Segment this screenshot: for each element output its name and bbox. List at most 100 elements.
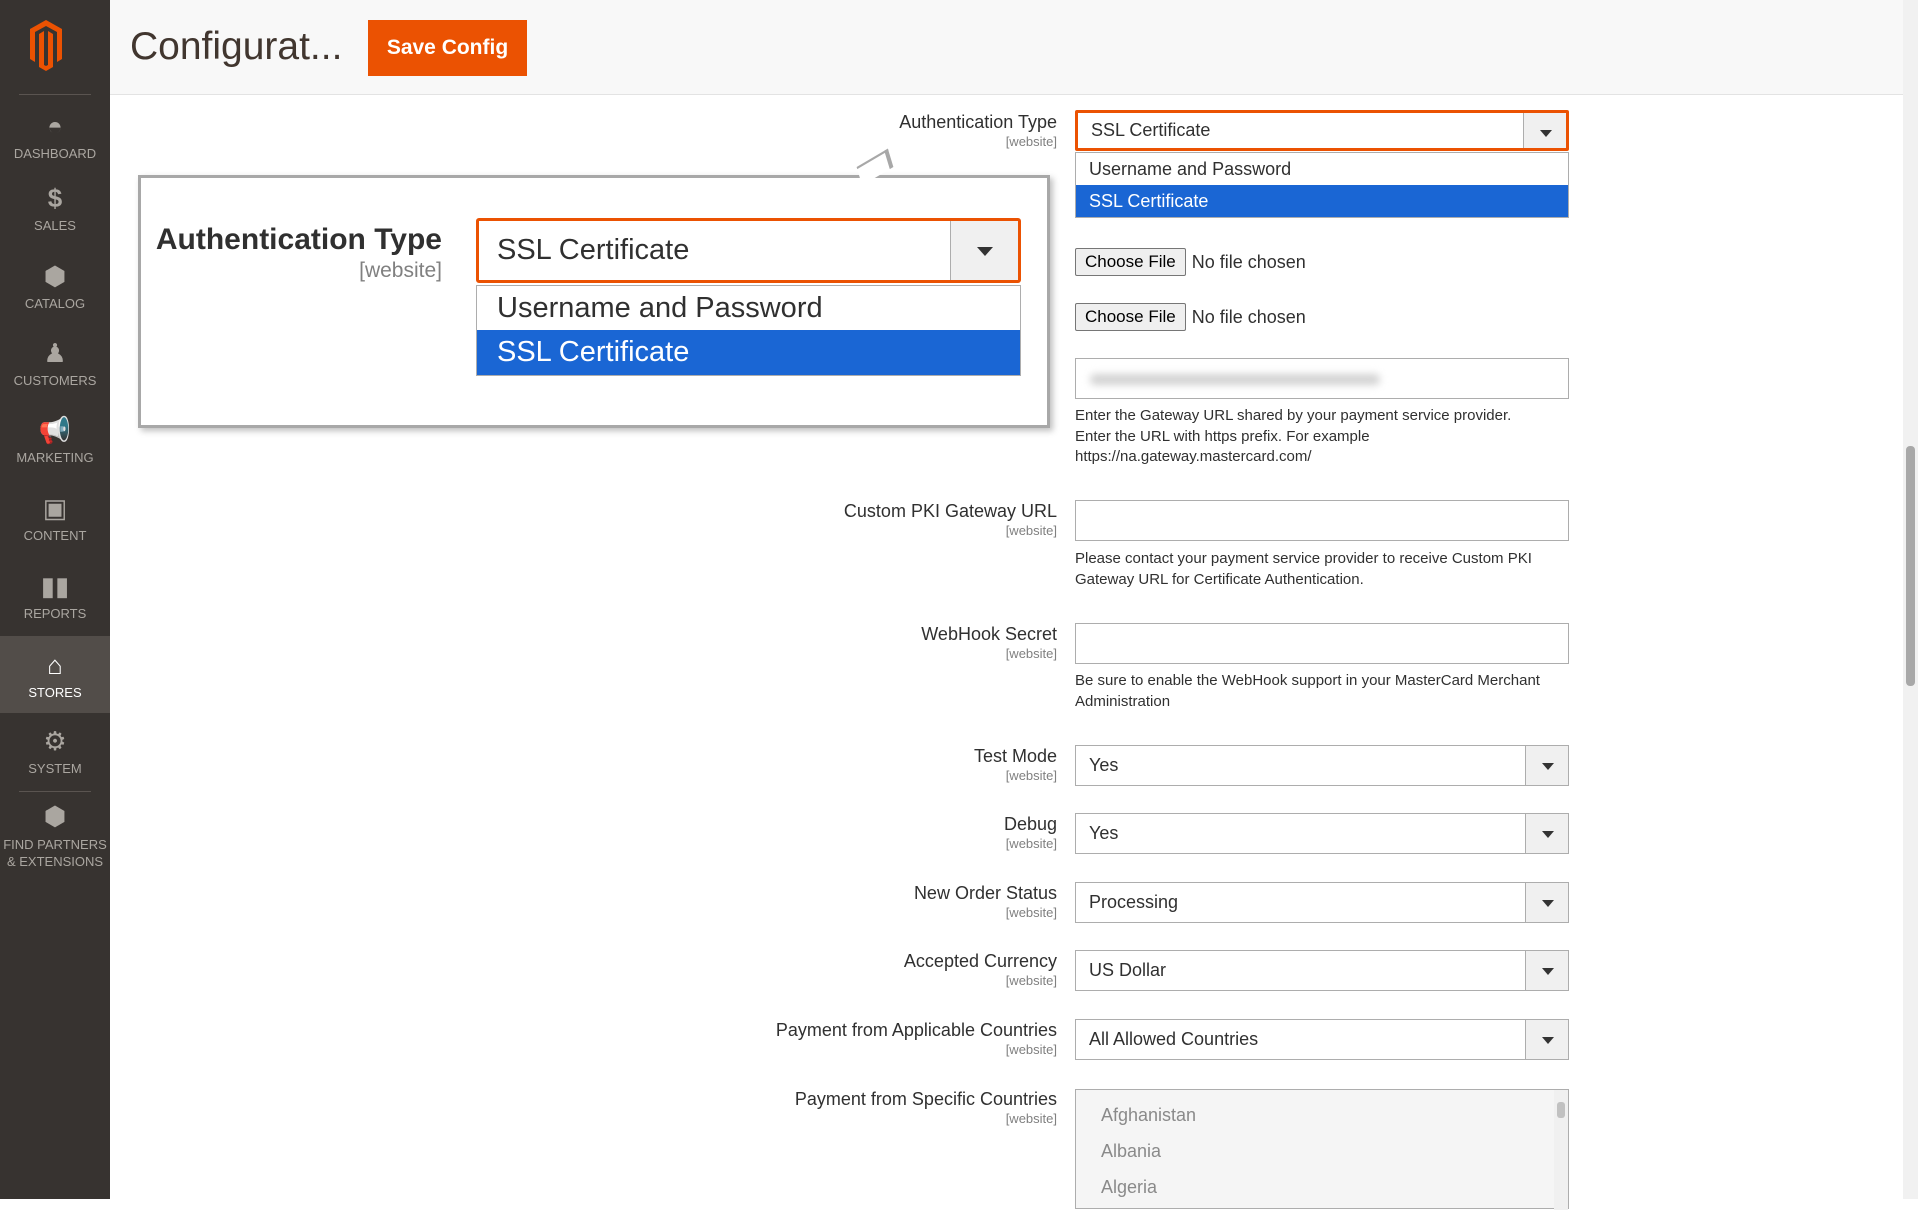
applicable-countries-select[interactable]: All Allowed Countries xyxy=(1075,1019,1569,1060)
help-line: Be sure to enable the WebHook support in… xyxy=(1075,672,1540,689)
currency-label: Accepted Currency [website] xyxy=(904,951,1057,988)
megaphone-icon: 📢 xyxy=(38,415,72,445)
currency-select[interactable]: US Dollar xyxy=(1075,950,1569,991)
person-icon: ♟ xyxy=(43,338,67,368)
scope-text: [website] xyxy=(1005,134,1057,149)
label-text: New Order Status xyxy=(913,883,1057,903)
country-option[interactable]: Albania xyxy=(1101,1141,1162,1161)
scrollbar-thumb[interactable] xyxy=(1906,446,1915,686)
magento-logo-icon[interactable] xyxy=(30,20,62,72)
chevron-down-icon[interactable] xyxy=(1525,1020,1568,1059)
nav-label: CATALOG xyxy=(24,296,86,311)
dashboard-icon: ◓ xyxy=(47,111,63,141)
callout-select[interactable]: SSL Certificate xyxy=(476,218,1021,283)
content-icon: ▣ xyxy=(42,493,68,523)
country-option[interactable]: Afghanistan xyxy=(1101,1105,1197,1125)
private-key-file-input: Choose File No file chosen xyxy=(1075,303,1306,331)
label-text: Authentication Type xyxy=(899,112,1057,132)
divider xyxy=(19,94,91,95)
nav-stores[interactable]: ⌂ STORES xyxy=(0,636,110,713)
country-option[interactable]: Algeria xyxy=(1101,1177,1158,1197)
label-text: Debug xyxy=(1003,814,1057,834)
pki-label: Custom PKI Gateway URL [website] xyxy=(844,501,1057,538)
gear-icon: ⚙ xyxy=(43,726,67,756)
order-status-select[interactable]: Processing xyxy=(1075,882,1569,923)
nav-find-partners[interactable]: ⬢ FIND PARTNERS & EXTENSIONS xyxy=(0,802,110,870)
option-ssl-certificate[interactable]: SSL Certificate xyxy=(1076,185,1568,217)
select-value: Yes xyxy=(1089,823,1119,843)
order-status-label: New Order Status [website] xyxy=(914,883,1057,920)
scope-text: [website] xyxy=(359,259,442,282)
test-mode-select[interactable]: Yes xyxy=(1075,745,1569,786)
multiselect-scrollbar[interactable] xyxy=(1554,1090,1568,1210)
applicable-countries-label: Payment from Applicable Countries [websit… xyxy=(776,1020,1057,1057)
select-value: US Dollar xyxy=(1089,960,1167,980)
chevron-down-icon[interactable] xyxy=(1525,883,1568,922)
option-username-password[interactable]: Username and Password xyxy=(497,292,823,324)
scope-text: [website] xyxy=(1005,646,1057,661)
nav-label: FIND PARTNERS xyxy=(3,837,107,852)
help-line: Administration xyxy=(1075,692,1171,710)
webhook-label: WebHook Secret [website] xyxy=(921,624,1057,661)
choose-file-button[interactable]: Choose File xyxy=(1075,248,1186,276)
chevron-down-icon[interactable] xyxy=(1523,113,1566,148)
page-title: Configurat... xyxy=(130,25,343,68)
gateway-url-input[interactable] xyxy=(1075,358,1569,399)
nav-label: DASHBOARD xyxy=(13,146,97,161)
pki-help: Please contact your payment service prov… xyxy=(1075,549,1575,590)
nav-catalog[interactable]: ⬢ CATALOG xyxy=(0,262,110,311)
nav-label: REPORTS xyxy=(23,606,87,621)
label-text: Test Mode xyxy=(973,746,1057,766)
help-line: Enter the Gateway URL shared by your pay… xyxy=(1075,407,1512,424)
sidebar: ◓ DASHBOARD $ SALES ⬢ CATALOG ♟ CUSTOMERS 📢 M… xyxy=(0,0,110,1199)
divider xyxy=(19,791,91,792)
webhook-help: Be sure to enable the WebHook support in… xyxy=(1075,671,1575,712)
pki-url-input[interactable] xyxy=(1075,500,1569,541)
select-value: SSL Certificate xyxy=(497,234,690,266)
nav-sales[interactable]: $ SALES xyxy=(0,184,110,233)
option-username-password[interactable]: Username and Password xyxy=(1089,159,1292,179)
auth-type-select[interactable]: SSL Certificate xyxy=(1075,110,1569,151)
nav-label: MARKETING xyxy=(16,450,94,465)
auth-type-label: Authentication Type [website] xyxy=(899,112,1057,149)
nav-reports[interactable]: ▮▮ REPORTS xyxy=(0,572,110,621)
scope-text: [website] xyxy=(1005,523,1057,538)
debug-label: Debug [website] xyxy=(1004,814,1057,851)
chevron-down-icon[interactable] xyxy=(1525,951,1568,990)
select-value: Yes xyxy=(1089,755,1119,775)
help-line: Please contact your payment service prov… xyxy=(1075,550,1532,567)
debug-select[interactable]: Yes xyxy=(1075,813,1569,854)
nav-system[interactable]: ⚙ SYSTEM xyxy=(0,727,110,776)
page-scrollbar[interactable] xyxy=(1903,0,1918,1199)
dollar-icon: $ xyxy=(47,183,63,213)
callout-options: Username and Password SSL Certificate xyxy=(476,285,1021,376)
select-value: SSL Certificate xyxy=(1091,120,1211,140)
nav-dashboard[interactable]: ◓ DASHBOARD xyxy=(0,112,110,162)
specific-countries-multiselect[interactable]: Afghanistan Albania Algeria xyxy=(1075,1089,1569,1210)
nav-content[interactable]: ▣ CONTENT xyxy=(0,494,110,543)
option-ssl-certificate[interactable]: SSL Certificate xyxy=(477,330,1020,375)
scope-text: [website] xyxy=(1005,973,1057,988)
chevron-down-icon[interactable] xyxy=(1525,814,1568,853)
scope-text: [website] xyxy=(1005,768,1057,783)
file-status: No file chosen xyxy=(1191,306,1306,327)
store-icon: ⌂ xyxy=(47,650,63,680)
cube-icon: ⬢ xyxy=(43,801,67,831)
nav-customers[interactable]: ♟ CUSTOMERS xyxy=(0,339,110,388)
auth-type-options: Username and Password SSL Certificate xyxy=(1075,152,1569,218)
help-line: Enter the URL with https prefix. For exa… xyxy=(1075,427,1370,445)
choose-file-button[interactable]: Choose File xyxy=(1075,303,1186,331)
chevron-down-icon[interactable] xyxy=(1525,746,1568,785)
specific-countries-label: Payment from Specific Countries [website] xyxy=(795,1089,1057,1126)
webhook-secret-input[interactable] xyxy=(1075,623,1569,664)
save-config-button[interactable]: Save Config xyxy=(368,20,527,76)
select-value: Processing xyxy=(1089,892,1179,912)
chevron-down-icon[interactable] xyxy=(950,221,1018,280)
nav-marketing[interactable]: 📢 MARKETING xyxy=(0,416,110,465)
label-text: Payment from Specific Countries xyxy=(794,1089,1057,1109)
select-value: All Allowed Countries xyxy=(1089,1029,1259,1049)
callout-label: Authentication Type [website] xyxy=(156,223,442,283)
nav-label: STORES xyxy=(28,685,82,700)
box-icon: ⬢ xyxy=(43,261,67,291)
label-text: Custom PKI Gateway URL xyxy=(843,501,1057,521)
